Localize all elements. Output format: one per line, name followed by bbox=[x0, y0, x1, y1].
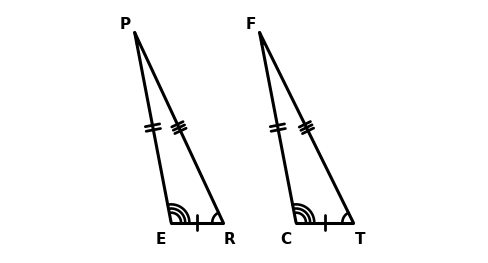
Text: C: C bbox=[281, 232, 292, 247]
Text: F: F bbox=[245, 17, 256, 32]
Text: T: T bbox=[355, 232, 365, 247]
Text: P: P bbox=[120, 17, 131, 32]
Text: R: R bbox=[224, 232, 236, 247]
Text: E: E bbox=[156, 232, 166, 247]
